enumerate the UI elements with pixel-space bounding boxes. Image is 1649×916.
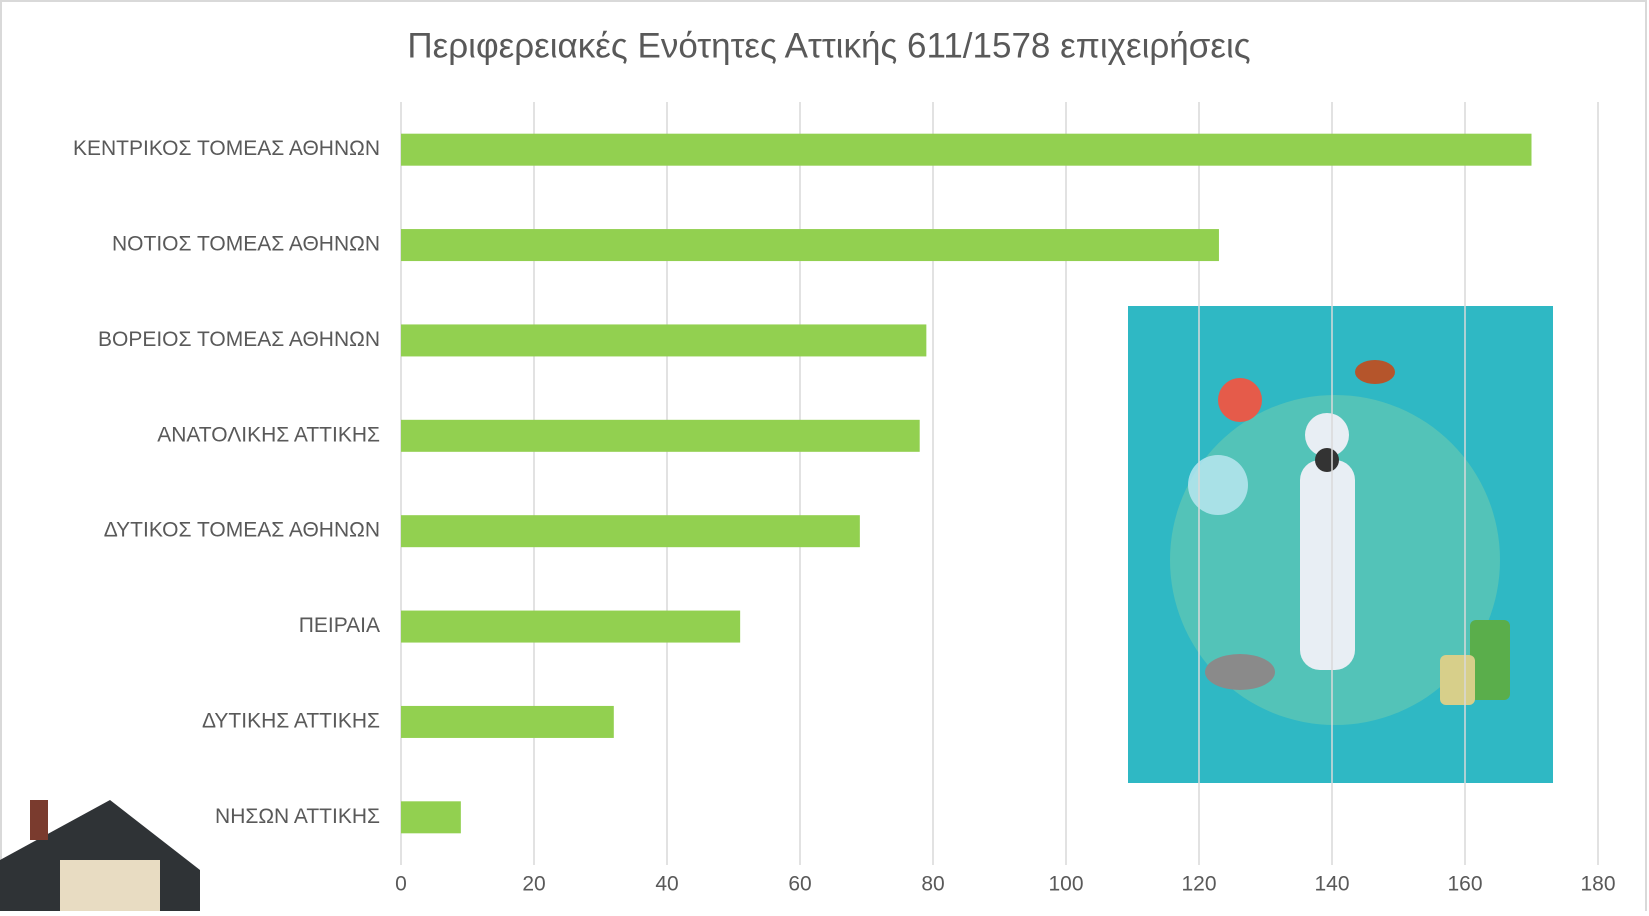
x-tick-label: 40	[655, 873, 678, 896]
x-tick-label: 140	[1314, 873, 1349, 896]
chart-title: Περιφερειακές Ενότητες Αττικής 611/1578 …	[407, 26, 1250, 65]
x-tick-label: 60	[788, 873, 811, 896]
y-tick-label: ΝΟΤΙΟΣ ΤΟΜΕΑΣ ΑΘΗΝΩΝ	[112, 233, 380, 256]
x-tick-label: 80	[921, 873, 944, 896]
y-tick-label: ΑΝΑΤΟΛΙΚΗΣ ΑΤΤΙΚΗΣ	[157, 423, 380, 446]
y-tick-label: ΚΕΝΤΡΙΚΟΣ ΤΟΜΕΑΣ ΑΘΗΝΩΝ	[73, 137, 380, 160]
bar	[401, 324, 926, 356]
y-tick-label: ΔΥΤΙΚΟΣ ΤΟΜΕΑΣ ΑΘΗΝΩΝ	[104, 519, 380, 542]
bar	[401, 420, 920, 452]
illustration	[1128, 306, 1553, 783]
bar	[401, 515, 860, 547]
bar	[401, 706, 614, 738]
x-tick-label: 100	[1048, 873, 1083, 896]
bar	[401, 801, 461, 833]
bar	[401, 611, 740, 643]
y-tick-label: ΒΟΡΕΙΟΣ ΤΟΜΕΑΣ ΑΘΗΝΩΝ	[98, 328, 380, 351]
x-tick-label: 160	[1447, 873, 1482, 896]
y-tick-label: ΠΕΙΡΑΙΑ	[299, 614, 380, 637]
bar	[401, 229, 1219, 261]
y-tick-label: ΝΗΣΩΝ ΑΤΤΙΚΗΣ	[215, 805, 380, 828]
x-tick-label: 180	[1580, 873, 1615, 896]
x-tick-label: 120	[1181, 873, 1216, 896]
bar	[401, 134, 1532, 166]
x-tick-label: 0	[395, 873, 407, 896]
chart: Περιφερειακές Ενότητες Αττικής 611/1578 …	[0, 0, 1649, 911]
y-tick-label: ΔΥΤΙΚΗΣ ΑΤΤΙΚΗΣ	[202, 709, 380, 732]
x-tick-label: 20	[522, 873, 545, 896]
